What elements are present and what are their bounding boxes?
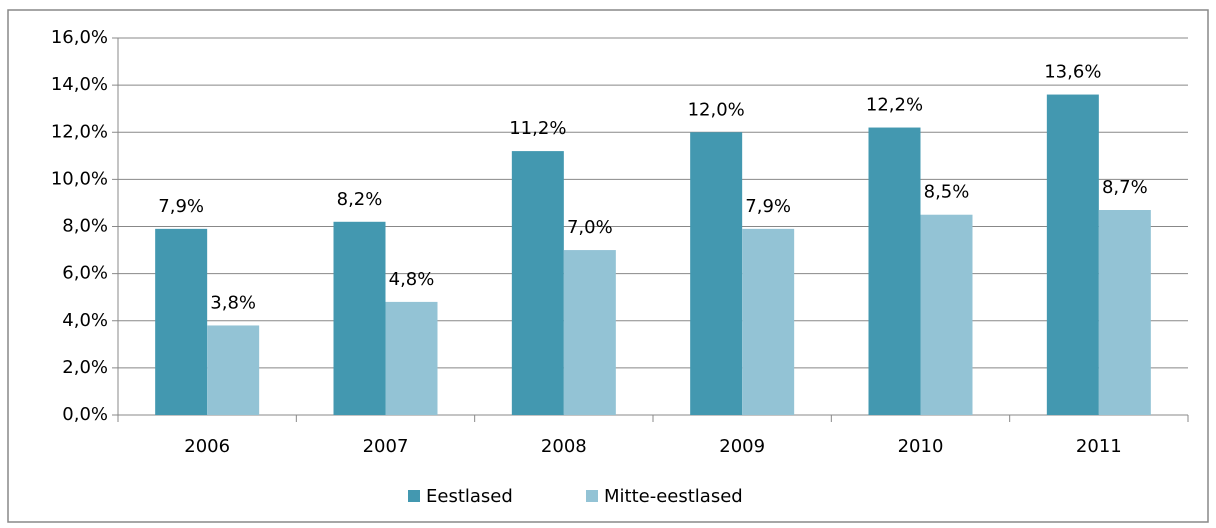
data-label: 8,7% — [1102, 177, 1148, 198]
y-tick-label: 2,0% — [62, 357, 108, 378]
y-tick-label: 8,0% — [62, 216, 108, 237]
data-label: 3,8% — [210, 292, 256, 313]
bar — [207, 325, 260, 415]
x-tick-label: 2010 — [898, 436, 944, 457]
bar — [1098, 210, 1151, 415]
data-label: 12,2% — [866, 95, 923, 116]
y-tick-label: 10,0% — [51, 168, 108, 189]
data-label: 7,9% — [745, 196, 791, 217]
data-label: 13,6% — [1044, 62, 1101, 83]
bar — [155, 228, 208, 415]
bar — [1046, 94, 1099, 416]
y-tick-label: 0,0% — [62, 404, 108, 425]
legend-swatch — [408, 490, 420, 502]
y-tick-label: 6,0% — [62, 263, 108, 284]
y-tick-label: 16,0% — [51, 27, 108, 48]
data-label: 4,8% — [389, 269, 435, 290]
bar — [385, 301, 438, 415]
x-tick-label: 2006 — [184, 436, 230, 457]
x-tick-label: 2011 — [1076, 436, 1122, 457]
legend-label: Eestlased — [426, 486, 513, 507]
x-tick-label: 2008 — [541, 436, 587, 457]
bar — [511, 151, 564, 415]
bar — [690, 132, 743, 415]
y-tick-label: 14,0% — [51, 74, 108, 95]
y-tick-label: 4,0% — [62, 310, 108, 331]
data-label: 8,2% — [337, 189, 383, 210]
data-label: 11,2% — [509, 118, 566, 139]
x-tick-label: 2009 — [719, 436, 765, 457]
bar — [563, 250, 616, 415]
data-label: 7,0% — [567, 217, 613, 238]
y-tick-label: 12,0% — [51, 121, 108, 142]
bar — [920, 214, 973, 415]
data-label: 12,0% — [688, 99, 745, 120]
data-label: 7,9% — [158, 196, 204, 217]
x-tick-label: 2007 — [363, 436, 409, 457]
bar — [333, 221, 386, 415]
legend-swatch — [586, 490, 598, 502]
bar — [742, 228, 795, 415]
bar — [868, 127, 921, 415]
legend-label: Mitte-eestlased — [604, 486, 743, 507]
data-label: 8,5% — [924, 182, 970, 203]
